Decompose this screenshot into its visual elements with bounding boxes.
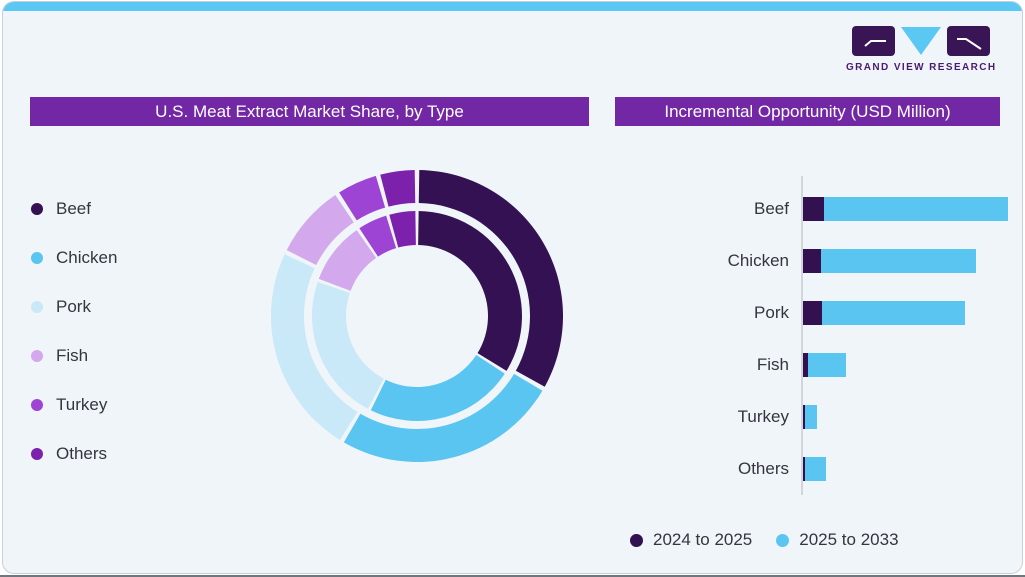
donut-inner-segment-turkey <box>359 215 397 257</box>
logo-wordmark: GRAND VIEW RESEARCH <box>846 62 997 73</box>
bar-category-label: Turkey <box>737 407 789 426</box>
bar-category-label: Others <box>737 459 789 478</box>
legend-swatch-icon <box>31 447 43 460</box>
bar-strip <box>803 457 826 481</box>
bar-segment-2024-to-2025 <box>803 301 823 325</box>
bar-category-label: Pork <box>754 303 789 322</box>
bar-chart-axis-line <box>801 176 803 495</box>
legend-item-chicken: Chicken <box>31 233 117 282</box>
bar-segment-2024-to-2025 <box>803 249 822 273</box>
bar-legend-label: 2025 to 2033 <box>799 530 899 549</box>
logo-marks <box>846 26 996 56</box>
bar-segment-2025-to-2033 <box>804 405 817 429</box>
donut-outer-segment-turkey <box>339 175 386 221</box>
bar-category-label: Fish <box>756 355 789 374</box>
bar-segment-2024-to-2025 <box>803 405 805 429</box>
donut-outer-segment-beef <box>418 170 564 387</box>
donut-inner-segment-chicken <box>370 354 505 421</box>
bar-segment-2024-to-2025 <box>803 457 806 481</box>
donut-chart <box>270 170 564 462</box>
bar-strip <box>803 249 976 273</box>
legend-swatch-icon <box>31 349 43 362</box>
legend-item-beef: Beef <box>31 184 117 233</box>
bar-row-fish: Fish <box>617 339 1022 391</box>
donut-chart-title: U.S. Meat Extract Market Share, by Type <box>30 97 589 126</box>
legend-label: Chicken <box>56 247 118 267</box>
top-accent-bar <box>3 2 1022 11</box>
bar-legend-swatch-icon <box>776 533 790 547</box>
legend-label: Others <box>56 443 108 463</box>
bar-strip <box>803 405 817 429</box>
logo-v-triangle-icon <box>901 27 941 55</box>
legend-label: Fish <box>56 345 89 365</box>
donut-inner-segment-others <box>389 211 416 248</box>
legend-label: Pork <box>56 296 91 316</box>
bar-strip <box>803 197 1008 221</box>
bar-row-chicken: Chicken <box>617 235 1022 287</box>
donut-outer-segment-others <box>380 170 416 207</box>
bar-segment-2025-to-2033 <box>822 301 965 325</box>
gvr-logo: GRAND VIEW RESEARCH <box>846 26 996 73</box>
logo-g-block-icon <box>852 26 895 56</box>
legend-swatch-icon <box>31 251 43 264</box>
donut-outer-segment-fish <box>286 194 354 266</box>
donut-outer-segment-chicken <box>343 373 543 462</box>
bar-row-others: Others <box>617 443 1022 495</box>
donut-inner-segment-pork <box>311 281 384 409</box>
legend-swatch-icon <box>31 398 43 411</box>
legend-item-pork: Pork <box>31 282 117 331</box>
donut-legend: Beef Chicken Pork Fish Turkey Others <box>31 184 117 478</box>
bar-chart-legend: 2024 to 2025 2025 to 2033 <box>630 530 899 550</box>
bar-legend-swatch-icon <box>630 533 643 547</box>
bar-chart: Beef Chicken Pork Fish Turkey Others <box>617 176 1022 495</box>
legend-item-others: Others <box>31 429 117 478</box>
bar-strip <box>803 353 846 377</box>
bar-segment-2025-to-2033 <box>823 197 1008 221</box>
legend-label: Beef <box>56 198 91 218</box>
bar-row-beef: Beef <box>617 183 1022 235</box>
logo-r-block-icon <box>947 26 990 56</box>
bar-row-turkey: Turkey <box>617 391 1022 443</box>
bar-chart-title: Incremental Opportunity (USD Million) <box>615 97 1000 126</box>
bar-segment-2025-to-2033 <box>805 457 826 481</box>
bar-segment-2024-to-2025 <box>803 197 824 221</box>
bar-legend-label: 2024 to 2025 <box>653 530 753 549</box>
legend-swatch-icon <box>31 202 43 215</box>
donut-outer-segment-pork <box>270 254 358 440</box>
bar-row-pork: Pork <box>617 287 1022 339</box>
bar-strip <box>803 301 965 325</box>
bar-legend-item: 2024 to 2025 <box>630 530 752 550</box>
legend-swatch-icon <box>31 300 43 313</box>
legend-label: Turkey <box>56 394 108 414</box>
bar-segment-2024-to-2025 <box>803 353 808 377</box>
bar-segment-2025-to-2033 <box>821 249 976 273</box>
bar-legend-item: 2025 to 2033 <box>776 530 899 550</box>
legend-item-turkey: Turkey <box>31 380 117 429</box>
donut-inner-segment-beef <box>418 211 523 371</box>
bar-category-label: Beef <box>754 199 789 218</box>
bar-category-label: Chicken <box>727 251 789 270</box>
bottom-edge-line <box>0 575 1025 577</box>
donut-inner-segment-fish <box>318 230 377 291</box>
legend-item-fish: Fish <box>31 331 117 380</box>
bar-segment-2025-to-2033 <box>807 353 846 377</box>
